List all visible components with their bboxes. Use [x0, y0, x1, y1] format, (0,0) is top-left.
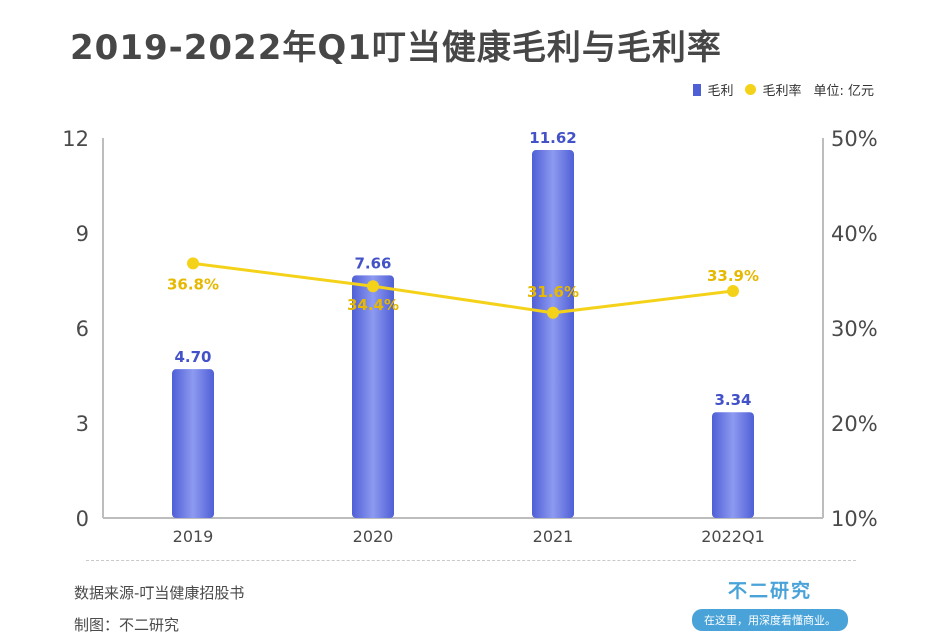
brand-logo: 不二研究 在这里，用深度看懂商业。 — [680, 576, 860, 631]
line-point — [367, 280, 379, 293]
bar — [352, 275, 394, 518]
legend-line-swatch — [745, 84, 757, 95]
bar — [532, 150, 574, 519]
x-tick-label: 2021 — [533, 527, 574, 546]
x-tick-label: 2020 — [353, 527, 394, 546]
line-value-label: 36.8% — [167, 275, 219, 293]
bar-value-label: 11.62 — [529, 129, 576, 147]
bar — [172, 369, 214, 518]
bar — [712, 412, 754, 518]
bar-value-label: 7.66 — [354, 254, 391, 272]
chart-credit: 制图：不二研究 — [74, 616, 180, 634]
bar-value-label: 3.34 — [714, 391, 751, 409]
y-right-tick-label: 20% — [831, 412, 878, 436]
x-tick-label: 2022Q1 — [701, 527, 765, 546]
legend: 毛利 毛利率 单位: 亿元 — [681, 80, 874, 99]
line-value-label: 33.9% — [707, 267, 759, 285]
line-point — [187, 257, 199, 270]
y-right-tick-label: 50% — [831, 127, 878, 151]
chart-title: 2019-2022年Q1叮当健康毛利与毛利率 — [70, 28, 722, 68]
y-right-tick-label: 40% — [831, 222, 878, 246]
y-left-tick-label: 6 — [76, 317, 89, 341]
footer-divider — [86, 560, 856, 561]
legend-label-gross-profit: 毛利 — [707, 84, 734, 99]
line-value-label: 34.4% — [347, 296, 399, 314]
bar-value-label: 4.70 — [174, 348, 211, 366]
brand-name: 不二研究 — [727, 580, 812, 602]
brand-slogan: 在这里，用深度看懂商业。 — [692, 609, 848, 631]
line-point — [547, 306, 559, 319]
data-source: 数据来源-叮当健康招股书 — [74, 584, 245, 602]
y-right-tick-label: 10% — [831, 507, 878, 531]
legend-bar-swatch — [693, 83, 702, 96]
legend-label-gross-margin: 毛利率 — [762, 84, 802, 99]
line-point — [727, 284, 739, 297]
line-value-label: 31.6% — [527, 283, 579, 301]
unit-label: 单位: 亿元 — [813, 84, 874, 99]
y-right-tick-label: 30% — [831, 317, 878, 341]
y-left-tick-label: 12 — [62, 127, 89, 151]
y-left-tick-label: 0 — [76, 507, 89, 531]
y-left-tick-label: 3 — [76, 412, 89, 436]
chart-canvas: 0 3 6 9 12 10% 20% 30% 40% 50% 2019 2020 2021 2022Q1 4… — [62, 127, 878, 546]
gross-margin-line — [192, 261, 734, 315]
legend-item-gross-profit: 毛利 — [693, 80, 733, 99]
legend-item-gross-margin: 毛利率 — [745, 80, 801, 99]
x-tick-label: 2019 — [173, 527, 214, 546]
y-left-tick-label: 9 — [76, 222, 89, 246]
